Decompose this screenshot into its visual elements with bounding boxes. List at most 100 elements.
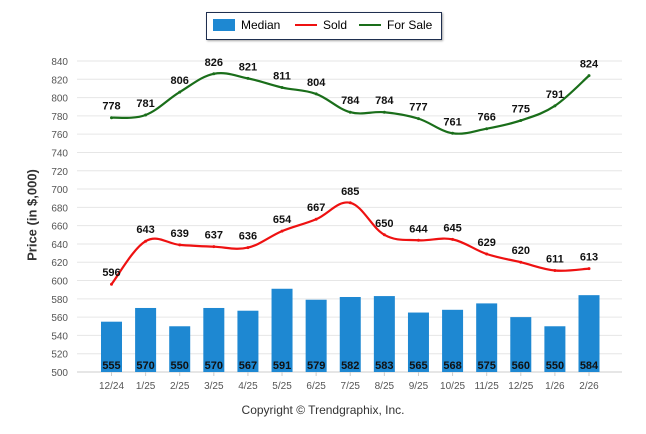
y-tick-label: 820 bbox=[51, 75, 68, 86]
median-bar bbox=[510, 317, 532, 372]
for-sale-data-label: 766 bbox=[477, 112, 495, 124]
for-sale-point bbox=[212, 72, 216, 76]
y-tick-label: 700 bbox=[51, 185, 68, 196]
for-sale-point bbox=[314, 92, 318, 96]
x-tick-label: 4/25 bbox=[238, 381, 258, 392]
sold-data-label: 685 bbox=[341, 186, 359, 198]
legend-label: For Sale bbox=[387, 18, 433, 32]
for-sale-data-label: 777 bbox=[409, 102, 427, 114]
y-axis-label: Price (in $,000) bbox=[24, 169, 40, 261]
legend-label: Median bbox=[241, 18, 281, 32]
for-sale-point bbox=[280, 86, 284, 90]
sold-point bbox=[416, 238, 420, 242]
sold-data-label: 639 bbox=[171, 228, 189, 240]
x-tick-label: 10/25 bbox=[440, 381, 465, 392]
for-sale-data-label: 826 bbox=[205, 57, 223, 69]
median-bar-label: 582 bbox=[341, 360, 359, 372]
y-tick-label: 580 bbox=[51, 295, 68, 306]
x-tick-label: 2/26 bbox=[579, 381, 599, 392]
grid-lines bbox=[77, 60, 622, 373]
median-bar bbox=[339, 296, 361, 372]
for-sale-data-label: 791 bbox=[546, 89, 564, 101]
x-tick-label: 12/25 bbox=[508, 381, 533, 392]
sold-point bbox=[280, 229, 284, 233]
for-sale-swatch-icon bbox=[359, 24, 381, 26]
median-bar bbox=[135, 307, 157, 372]
copyright-text: Copyright © Trendgraphix, Inc. bbox=[241, 403, 405, 417]
for-sale-point bbox=[348, 110, 352, 114]
y-tick-label: 680 bbox=[51, 203, 68, 214]
for-sale-point bbox=[144, 113, 148, 117]
median-bar-label: 570 bbox=[205, 360, 223, 372]
for-sale-point bbox=[587, 74, 591, 78]
legend-item-for-sale[interactable]: For Sale bbox=[359, 18, 432, 32]
x-tick-label: 11/25 bbox=[475, 381, 500, 392]
median-bar bbox=[169, 326, 191, 372]
for-sale-data-label: 784 bbox=[375, 95, 394, 107]
for-sale-data-label: 824 bbox=[580, 59, 599, 71]
for-sale-point bbox=[178, 90, 182, 94]
x-tick-label: 1/26 bbox=[545, 381, 565, 392]
median-bar bbox=[544, 326, 566, 372]
sold-data-label: 620 bbox=[512, 245, 530, 257]
median-bar bbox=[476, 303, 498, 372]
legend-item-sold[interactable]: Sold bbox=[295, 18, 347, 32]
sold-point bbox=[587, 267, 591, 271]
median-bar bbox=[237, 310, 259, 372]
median-bar-label: 591 bbox=[273, 360, 291, 372]
sold-line bbox=[110, 201, 590, 285]
for-sale-data-label: 821 bbox=[239, 61, 257, 73]
sold-point bbox=[110, 282, 113, 286]
x-tick-label: 6/25 bbox=[306, 381, 326, 392]
for-sale-point bbox=[553, 104, 557, 108]
y-tick-label: 780 bbox=[51, 112, 68, 123]
sold-point bbox=[348, 201, 352, 205]
sold-data-label: 637 bbox=[205, 230, 223, 242]
y-tick-label: 520 bbox=[51, 350, 68, 361]
median-bar-label: 570 bbox=[136, 360, 154, 372]
y-tick-label: 540 bbox=[51, 331, 68, 342]
median-swatch-icon bbox=[213, 19, 235, 31]
median-bar bbox=[101, 321, 122, 372]
x-tick-label: 1/25 bbox=[136, 381, 156, 392]
median-bar bbox=[271, 288, 293, 372]
median-bars bbox=[101, 288, 600, 372]
x-axis-ticks: 12/24 1/25 2/25 3/25 4/25 5/25 6/25 7/25 8/25 9/2… bbox=[99, 372, 599, 392]
sold-data-label: 644 bbox=[409, 223, 428, 235]
y-tick-label: 720 bbox=[51, 167, 68, 178]
for-sale-data-label: 781 bbox=[136, 98, 154, 110]
median-bar bbox=[442, 309, 464, 372]
for-sale-point bbox=[416, 117, 420, 121]
median-bar-label: 567 bbox=[239, 360, 257, 372]
for-sale-data-label: 778 bbox=[102, 101, 120, 113]
median-bar bbox=[578, 295, 600, 372]
x-tick-label: 12/24 bbox=[99, 381, 124, 392]
sold-point bbox=[144, 239, 148, 243]
x-tick-label: 5/25 bbox=[272, 381, 292, 392]
sold-point bbox=[382, 233, 386, 237]
sold-point bbox=[212, 245, 216, 249]
median-bar bbox=[373, 296, 395, 372]
y-tick-label: 740 bbox=[51, 148, 68, 159]
sold-point bbox=[519, 260, 523, 264]
sold-point bbox=[451, 237, 455, 241]
median-bar-label: 560 bbox=[512, 360, 530, 372]
legend: Median Sold For Sale bbox=[206, 12, 442, 40]
sold-data-label: 667 bbox=[307, 202, 325, 214]
sold-swatch-icon bbox=[295, 24, 317, 26]
y-tick-label: 760 bbox=[51, 130, 68, 141]
median-bar-label: 583 bbox=[375, 360, 393, 372]
for-sale-point bbox=[110, 116, 113, 120]
price-lines bbox=[110, 72, 591, 286]
sold-data-label: 643 bbox=[136, 224, 154, 236]
y-tick-label: 840 bbox=[51, 57, 68, 68]
y-tick-label: 560 bbox=[51, 313, 68, 324]
for-sale-data-label: 761 bbox=[443, 116, 461, 128]
sold-point bbox=[314, 217, 318, 221]
y-axis-ticks: 500 520 540 560 580 600 620 640 660 680 700 720 740 7… bbox=[51, 57, 68, 379]
median-bar bbox=[305, 299, 327, 372]
for-sale-point bbox=[519, 118, 523, 122]
sold-point bbox=[178, 243, 182, 247]
legend-item-median[interactable]: Median bbox=[213, 18, 280, 32]
